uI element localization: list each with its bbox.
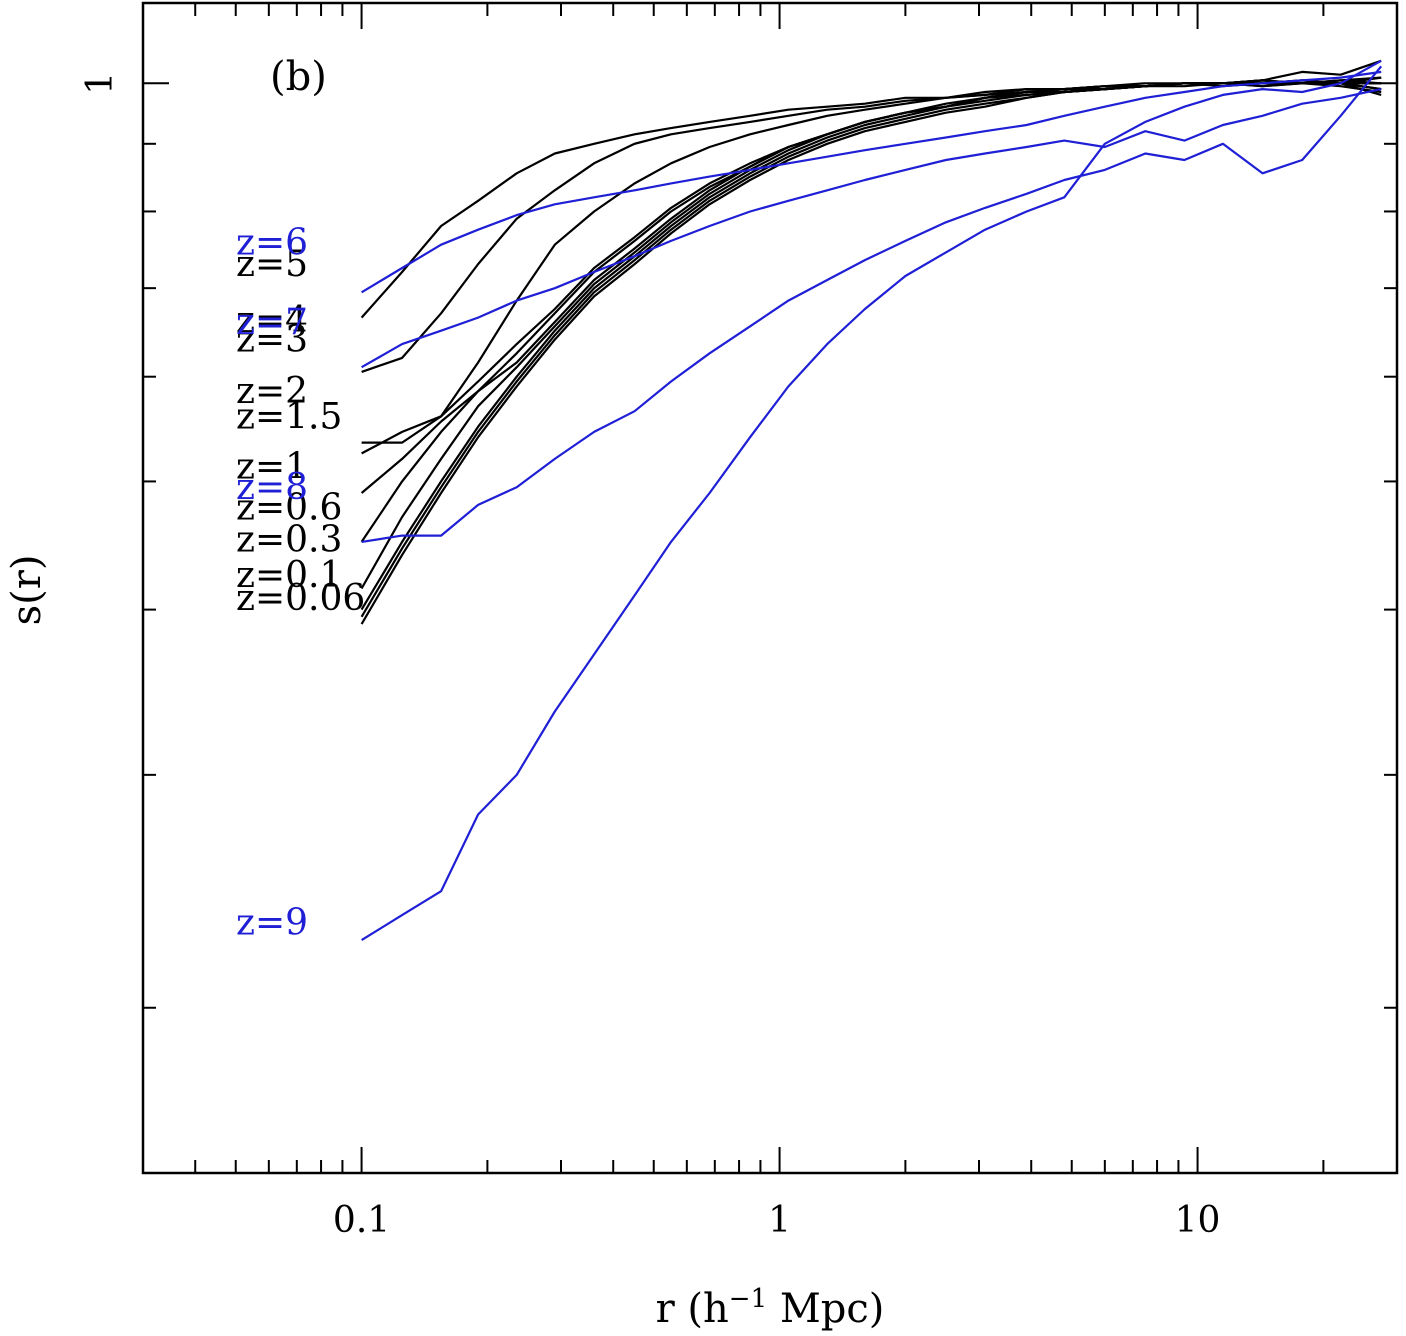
series-line-z-0.6 <box>360 79 1382 590</box>
series-line-z-5 <box>360 59 1382 319</box>
series-line-z-7 <box>361 88 1382 369</box>
y-tick-label: 1 <box>80 72 121 95</box>
series-lines <box>360 59 1383 942</box>
axis-ticks: 0.1 1 10 1 <box>80 3 1398 1241</box>
series-label: z=9 <box>236 902 308 943</box>
series-line-z-4 <box>361 76 1382 373</box>
x-axis-label: r (h−1 Mpc) <box>656 1284 885 1332</box>
series-label: z=8 <box>236 467 308 508</box>
y-axis-label: s(r) <box>4 555 50 626</box>
series-label: z=0.3 <box>236 519 342 560</box>
series-label: z=0.06 <box>236 578 365 619</box>
series-label: z=5 <box>236 244 308 285</box>
series-label: z=2 <box>236 371 308 412</box>
series-label: z=4 <box>236 300 308 341</box>
series-line-z-0.06 <box>360 79 1382 625</box>
series-label: z=6 <box>236 222 308 263</box>
series-label: z=1 <box>236 447 308 488</box>
series-line-z-1.5 <box>360 79 1382 494</box>
x-tick-label: 1 <box>768 1200 791 1241</box>
series-label: z=1.5 <box>236 396 342 437</box>
panel-label: (b) <box>270 54 327 100</box>
plot-frame <box>141 1 1399 1175</box>
series-line-z-8 <box>361 65 1383 543</box>
series-label: z=3 <box>236 320 308 361</box>
series-label: z=0.6 <box>236 487 342 528</box>
x-tick-label: 0.1 <box>333 1200 390 1241</box>
series-line-z-2 <box>361 82 1382 455</box>
series-label: z=7 <box>236 302 308 343</box>
series-label: z=0.1 <box>236 555 342 596</box>
x-tick-label: 10 <box>1175 1200 1221 1241</box>
series-line-z-9 <box>361 59 1382 942</box>
series-labels: z=0.06z=0.1z=0.3z=0.6z=1z=1.5z=2z=3z=4z=… <box>236 222 365 943</box>
series-line-z-6 <box>361 70 1382 294</box>
